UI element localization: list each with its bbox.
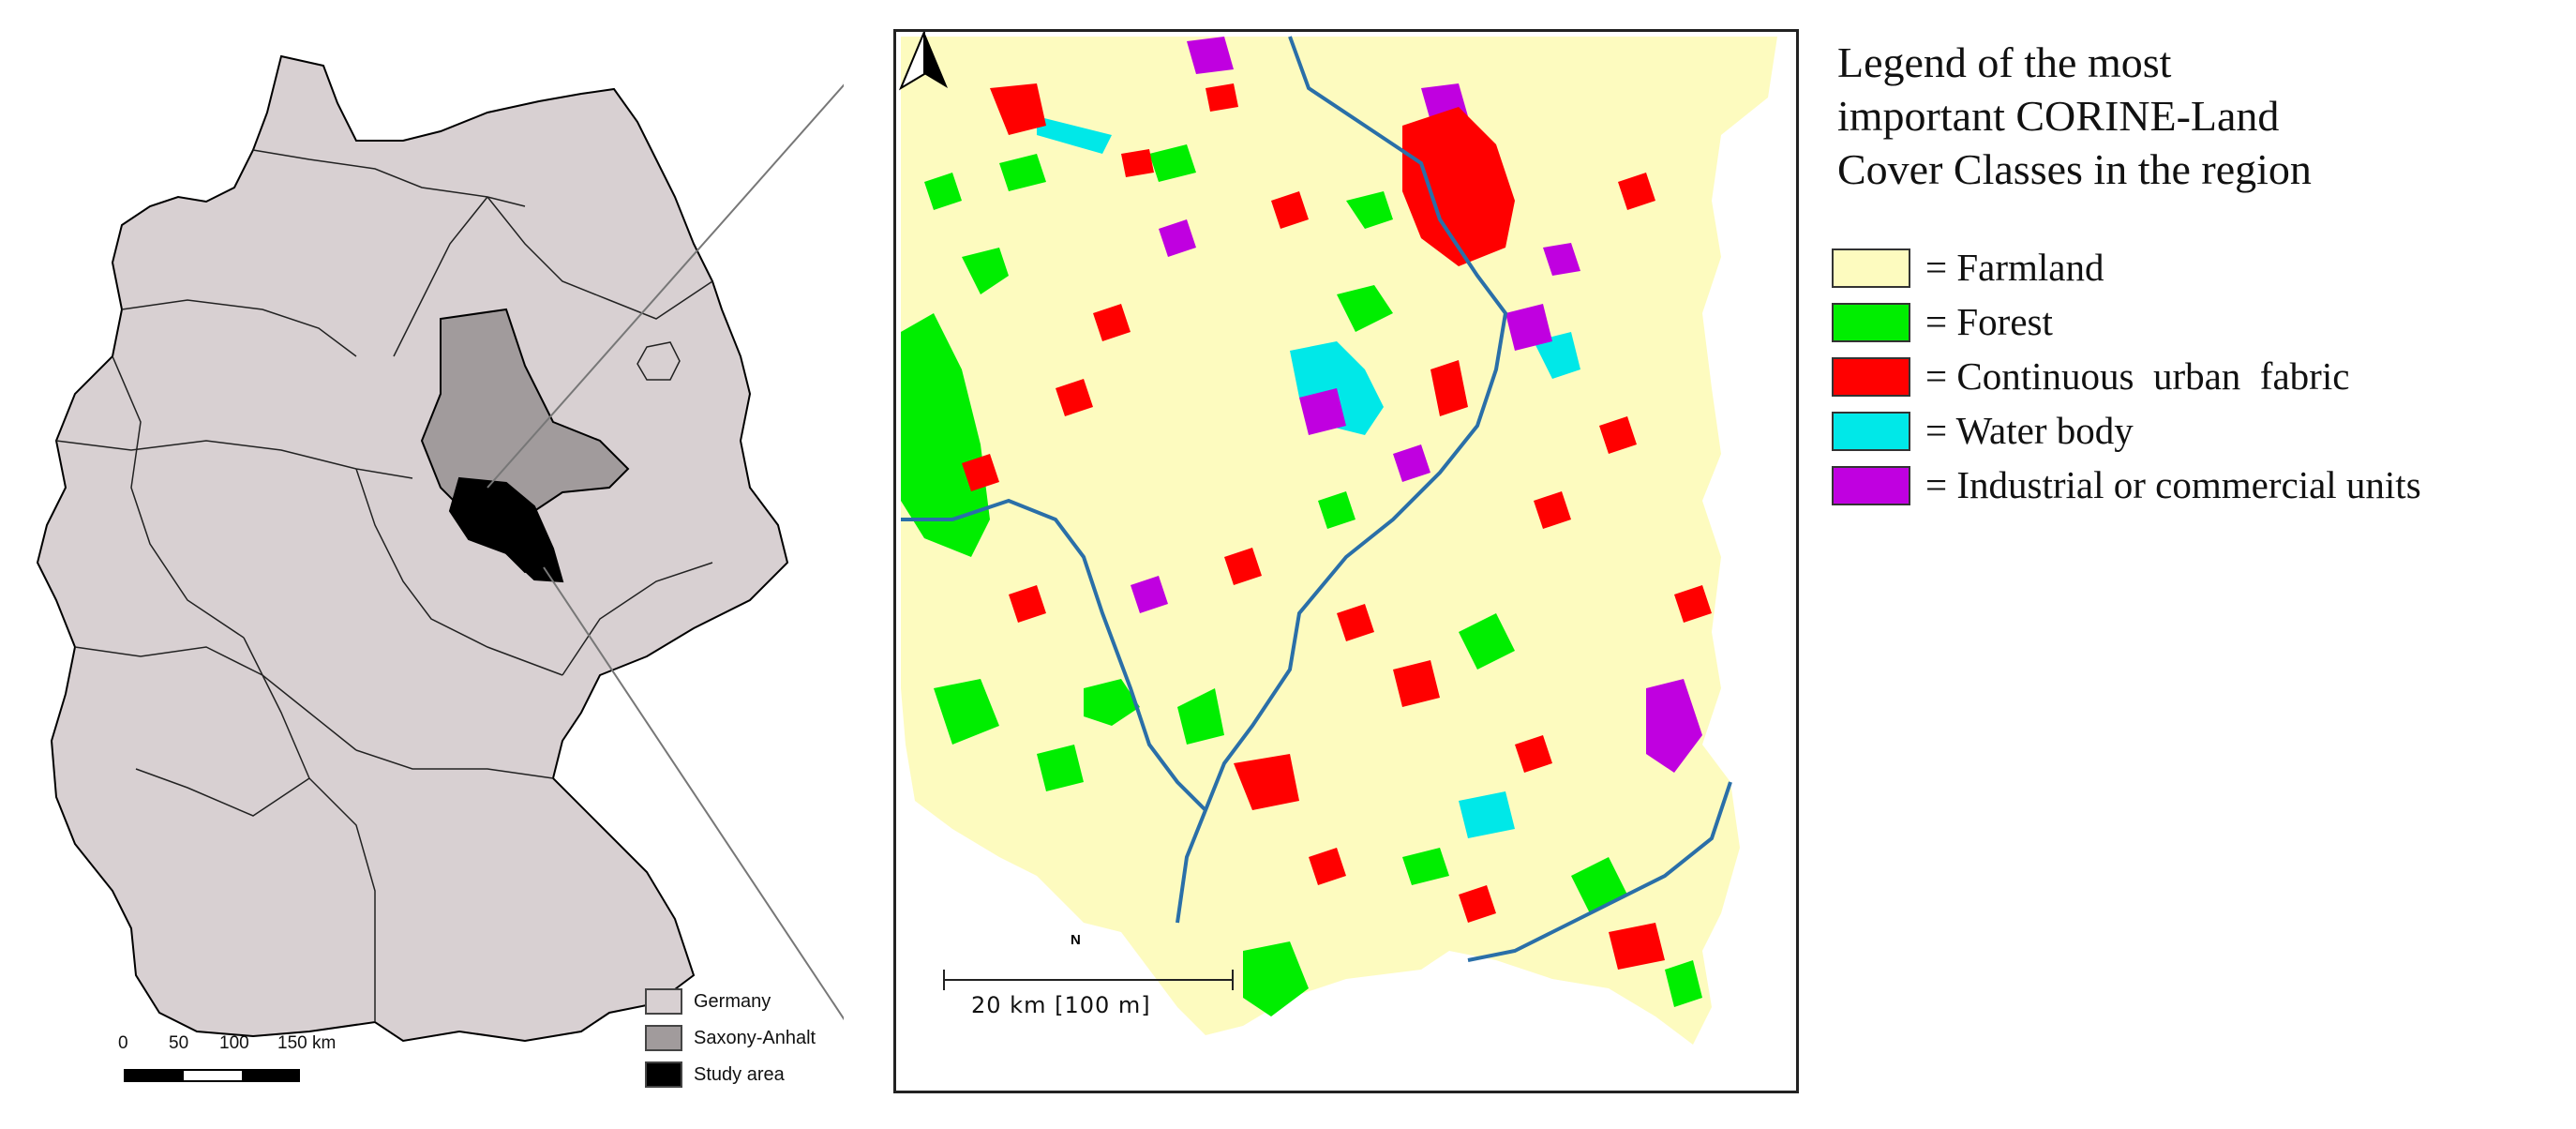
germany-shape bbox=[36, 54, 789, 1043]
scalebar-tick-0: 0 bbox=[118, 1033, 128, 1053]
legend-swatch-forest bbox=[1832, 303, 1910, 342]
legend-label-urban: = Continuous urban fabric bbox=[1925, 354, 2350, 398]
legend-label-farmland: = Farmland bbox=[1925, 246, 2104, 289]
germany-scalebar bbox=[124, 1069, 300, 1082]
legend-label-water: = Water body bbox=[1925, 409, 2134, 452]
zoom-line-top bbox=[487, 83, 844, 489]
legend-swatch-germany bbox=[645, 988, 682, 1015]
north-arrow-icon bbox=[898, 32, 948, 91]
state-borders bbox=[55, 149, 713, 1022]
zoom-line-bottom bbox=[543, 566, 844, 1021]
industrial-areas bbox=[1131, 37, 1702, 773]
scalebar-tick-150: 150 km bbox=[277, 1033, 337, 1053]
study-area-landcover-map: N 20 km [100 m] bbox=[893, 29, 1799, 1093]
scalebar-tick-100: 100 bbox=[219, 1033, 249, 1053]
study-area-shape bbox=[448, 476, 564, 583]
legend-label-forest: = Forest bbox=[1925, 300, 2053, 343]
rivers bbox=[901, 36, 1732, 962]
legend-label-germany: Germany bbox=[694, 991, 771, 1012]
legend-label-study-area: Study area bbox=[694, 1064, 785, 1085]
study-scalebar-label: 20 km [100 m] bbox=[971, 992, 1151, 1018]
legend-title-line-2: important CORINE-Land bbox=[1837, 92, 2280, 140]
forest-patches bbox=[901, 144, 1702, 1016]
legend-swatch-saxony-anhalt bbox=[645, 1025, 682, 1051]
legend-swatch-farmland bbox=[1832, 248, 1910, 288]
berlin-shape bbox=[637, 341, 681, 381]
legend-swatch-study-area bbox=[645, 1061, 682, 1088]
legend-title-line-3: Cover Classes in the region bbox=[1837, 145, 2312, 193]
corine-legend-title: Legend of the most important CORINE-Land… bbox=[1837, 36, 2531, 196]
germany-map-svg bbox=[36, 54, 844, 1043]
legend-swatch-water bbox=[1832, 412, 1910, 451]
urban-areas bbox=[962, 83, 1712, 970]
scalebar-tick-50: 50 bbox=[169, 1033, 189, 1053]
farmland-region bbox=[901, 37, 1777, 1045]
legend-swatch-industrial bbox=[1832, 466, 1910, 505]
landcover-svg bbox=[901, 36, 1777, 1045]
legend-label-industrial: = Industrial or commercial units bbox=[1925, 463, 2421, 506]
legend-label-saxony-anhalt: Saxony-Anhalt bbox=[694, 1028, 816, 1048]
legend-title-line-1: Legend of the most bbox=[1837, 38, 2172, 86]
north-label: N bbox=[1071, 932, 1081, 948]
study-scalebar bbox=[943, 970, 1234, 990]
legend-swatch-urban bbox=[1832, 357, 1910, 397]
